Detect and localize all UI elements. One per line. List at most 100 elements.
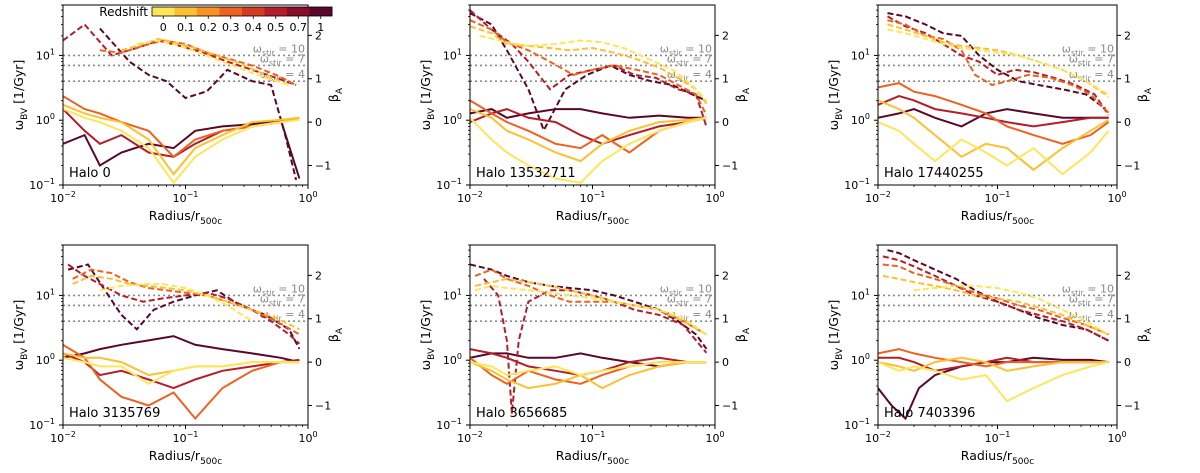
y-left-tick-label: 10−1: [436, 177, 462, 192]
omega-bv-line-z0.5: [63, 23, 297, 86]
y-left-axis-label: ωBV [1/Gyr]: [11, 60, 30, 131]
y-right-tick-label: 0: [722, 116, 729, 129]
stir-label-10: ωstir = 10: [253, 42, 305, 57]
y-left-tick-label: 10−1: [29, 417, 55, 432]
x-axis-label: Radius/r500c: [149, 208, 222, 227]
halo-label: Halo 13532711: [476, 166, 576, 181]
omega-bv-line-z0.1: [882, 274, 1109, 336]
omega-bv-line-z0.5: [887, 15, 1110, 116]
omega-bv-line-z0.5: [470, 9, 708, 127]
halo-label: Halo 7403396: [884, 406, 975, 421]
colorbar-cell: [219, 7, 243, 16]
x-tick-label: 100: [298, 430, 317, 445]
beta-a-line-z0: [63, 356, 300, 385]
colorbar-tick-label: 0.3: [222, 21, 240, 34]
x-tick-label: 10−1: [985, 430, 1011, 445]
y-left-tick-label: 10−1: [844, 177, 870, 192]
y-right-tick-label: 1: [1124, 73, 1131, 86]
x-tick-label: 100: [705, 430, 724, 445]
y-right-tick-label: 2: [722, 269, 729, 282]
x-axis-label: Radius/r500c: [961, 208, 1034, 227]
omega-bv-line-z0.5: [882, 255, 1110, 342]
y-right-axis-label: βA: [1135, 327, 1154, 342]
y-right-tick-label: 0: [1124, 116, 1131, 129]
x-tick-label: 100: [1107, 430, 1126, 445]
y-right-tick-label: −1: [722, 159, 738, 172]
y-right-tick-label: 1: [315, 313, 322, 326]
y-right-tick-label: 0: [315, 116, 322, 129]
colorbar-tick-label: 0.2: [200, 21, 218, 34]
y-left-tick-label: 100: [36, 112, 55, 127]
x-tick-label: 10−1: [580, 430, 606, 445]
beta-a-line-z0.3: [63, 343, 300, 421]
y-left-tick-label: 10−1: [29, 177, 55, 192]
beta-a-line-z0: [63, 108, 300, 185]
stir-label-7: ωstir = 7: [667, 52, 712, 67]
colorbar-cell: [264, 7, 288, 16]
beta-a-line-z1: [63, 335, 300, 364]
y-left-axis-label: ωBV [1/Gyr]: [418, 60, 437, 131]
y-left-tick-label: 101: [851, 47, 870, 62]
colorbar-cell: [197, 7, 220, 16]
stir-label-7: ωstir = 7: [1069, 292, 1114, 307]
y-right-tick-label: 2: [315, 269, 322, 282]
y-left-tick-label: 100: [443, 352, 462, 367]
x-tick-label: 10−2: [865, 190, 891, 205]
x-tick-label: 10−2: [50, 190, 76, 205]
data-lines: [63, 23, 301, 185]
y-right-axis-label: βA: [1135, 87, 1154, 102]
omega-bv-line-z0: [479, 34, 708, 102]
beta-a-line-z0.1: [878, 99, 1110, 172]
colorbar-tick-label: 0: [160, 21, 167, 34]
y-left-axis-label: ωBV [1/Gyr]: [826, 300, 845, 371]
halo-label: Halo 3135769: [69, 406, 160, 421]
y-left-tick-label: 100: [851, 112, 870, 127]
y-left-tick-label: 100: [851, 352, 870, 367]
x-tick-label: 100: [1107, 190, 1126, 205]
y-right-tick-label: −1: [722, 399, 738, 412]
data-lines: [878, 12, 1110, 176]
stir-label-10: ωstir = 10: [660, 282, 712, 297]
beta-a-line-z0.1: [470, 108, 707, 163]
x-axis-label: Radius/r500c: [961, 448, 1034, 467]
omega-bv-line-z0: [136, 39, 290, 86]
omega-bv-line-z0.3: [882, 263, 1109, 336]
y-right-tick-label: 1: [722, 73, 729, 86]
stir-label-7: ωstir = 7: [1069, 52, 1114, 67]
colorbar-tick-label: 1: [317, 21, 324, 34]
y-right-tick-label: −1: [1124, 399, 1140, 412]
x-tick-label: 10−1: [985, 190, 1011, 205]
y-right-tick-label: 0: [1124, 356, 1131, 369]
y-right-tick-label: −1: [315, 399, 331, 412]
axes-frame: [469, 244, 716, 426]
y-left-tick-label: 100: [443, 112, 462, 127]
colorbar-cell: [174, 7, 198, 16]
stir-label-10: ωstir = 10: [660, 42, 712, 57]
y-left-tick-label: 100: [36, 352, 55, 367]
colorbar-cell: [309, 7, 333, 16]
colorbar-title: Redshift: [99, 5, 148, 19]
stir-label-7: ωstir = 7: [667, 292, 712, 307]
y-left-tick-label: 101: [851, 287, 870, 302]
omega-bv-line-z0: [99, 283, 253, 323]
y-right-tick-label: −1: [1124, 159, 1140, 172]
omega-bv-line-z0.1: [474, 277, 707, 336]
halo-label: Halo 3656685: [476, 406, 567, 421]
stir-label-10: ωstir = 10: [253, 282, 305, 297]
omega-bv-line-z0: [913, 284, 1110, 336]
beta-a-line-z0.1: [63, 103, 300, 176]
halo-label: Halo 17440255: [884, 166, 984, 181]
omega-bv-line-z0.1: [470, 25, 708, 105]
stir-label-7: ωstir = 7: [260, 292, 305, 307]
colorbar-tick-label: 0.5: [267, 21, 285, 34]
x-axis-label: Radius/r500c: [149, 448, 222, 467]
colorbar-tick-label: 0.1: [177, 21, 195, 34]
y-right-tick-label: 1: [1124, 313, 1131, 326]
beta-a-line-z1: [63, 118, 301, 179]
y-right-tick-label: 2: [1124, 269, 1131, 282]
omega-bv-line-z1: [470, 263, 708, 350]
